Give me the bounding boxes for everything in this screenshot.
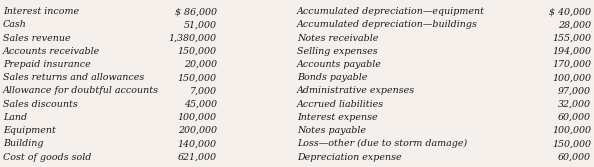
Text: 51,000: 51,000	[184, 20, 217, 29]
Text: 1,380,000: 1,380,000	[169, 34, 217, 43]
Text: Selling expenses: Selling expenses	[297, 47, 378, 56]
Text: 200,000: 200,000	[178, 126, 217, 135]
Text: 45,000: 45,000	[184, 100, 217, 109]
Text: 100,000: 100,000	[178, 113, 217, 122]
Text: 150,000: 150,000	[552, 139, 591, 148]
Text: Equipment: Equipment	[3, 126, 56, 135]
Text: Interest income: Interest income	[3, 7, 79, 16]
Text: 140,000: 140,000	[178, 139, 217, 148]
Text: 32,000: 32,000	[558, 100, 591, 109]
Text: 150,000: 150,000	[178, 47, 217, 56]
Text: Loss—other (due to storm damage): Loss—other (due to storm damage)	[297, 139, 467, 148]
Text: Depreciation expense: Depreciation expense	[297, 152, 402, 161]
Text: 7,000: 7,000	[190, 87, 217, 96]
Text: Prepaid insurance: Prepaid insurance	[3, 60, 91, 69]
Text: Accumulated depreciation—buildings: Accumulated depreciation—buildings	[297, 20, 478, 29]
Text: Cash: Cash	[3, 20, 27, 29]
Text: Building: Building	[3, 139, 43, 148]
Text: 155,000: 155,000	[552, 34, 591, 43]
Text: 20,000: 20,000	[184, 60, 217, 69]
Text: 170,000: 170,000	[552, 60, 591, 69]
Text: Accumulated depreciation—equipment: Accumulated depreciation—equipment	[297, 7, 485, 16]
Text: Sales returns and allowances: Sales returns and allowances	[3, 73, 144, 82]
Text: 60,000: 60,000	[558, 152, 591, 161]
Text: Land: Land	[3, 113, 27, 122]
Text: Notes payable: Notes payable	[297, 126, 366, 135]
Text: Accrued liabilities: Accrued liabilities	[297, 100, 384, 109]
Text: 100,000: 100,000	[552, 126, 591, 135]
Text: 60,000: 60,000	[558, 113, 591, 122]
Text: Bonds payable: Bonds payable	[297, 73, 367, 82]
Text: Accounts receivable: Accounts receivable	[3, 47, 100, 56]
Text: Sales revenue: Sales revenue	[3, 34, 71, 43]
Text: Notes receivable: Notes receivable	[297, 34, 378, 43]
Text: $ 40,000: $ 40,000	[549, 7, 591, 16]
Text: 150,000: 150,000	[178, 73, 217, 82]
Text: 97,000: 97,000	[558, 87, 591, 96]
Text: Accounts payable: Accounts payable	[297, 60, 382, 69]
Text: Sales discounts: Sales discounts	[3, 100, 78, 109]
Text: Interest expense: Interest expense	[297, 113, 378, 122]
Text: 100,000: 100,000	[552, 73, 591, 82]
Text: 621,000: 621,000	[178, 152, 217, 161]
Text: $ 86,000: $ 86,000	[175, 7, 217, 16]
Text: Cost of goods sold: Cost of goods sold	[3, 152, 91, 161]
Text: 194,000: 194,000	[552, 47, 591, 56]
Text: 28,000: 28,000	[558, 20, 591, 29]
Text: Administrative expenses: Administrative expenses	[297, 87, 415, 96]
Text: Allowance for doubtful accounts: Allowance for doubtful accounts	[3, 87, 159, 96]
